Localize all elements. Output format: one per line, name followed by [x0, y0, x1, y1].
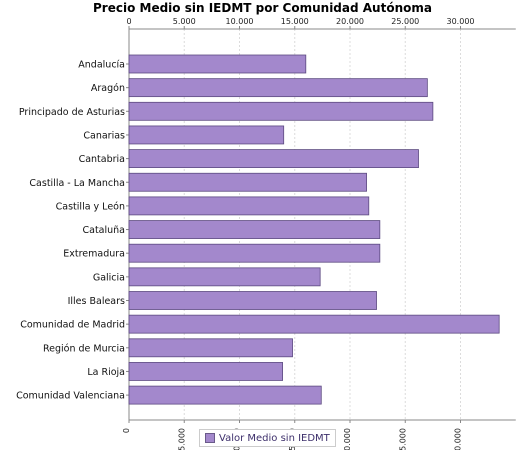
- chart-title: Precio Medio sin IEDMT por Comunidad Aut…: [93, 1, 432, 15]
- category-label: Cataluña: [82, 225, 125, 236]
- bar-4: [128, 149, 419, 169]
- category-label: Illes Balears: [68, 296, 125, 307]
- x-tick-label-top: 30.000: [447, 17, 475, 26]
- x-tick-label-bottom: 0: [122, 428, 131, 433]
- bar-6: [128, 196, 370, 216]
- x-tick-label-bottom: 30.000: [454, 428, 463, 450]
- legend-label: Valor Medio sin IEDMT: [219, 432, 330, 444]
- x-tick-label-top: 20.000: [336, 17, 364, 26]
- x-tick-label-top: 0: [126, 17, 131, 26]
- bar-11: [128, 314, 500, 334]
- category-label: Región de Murcia: [43, 343, 125, 354]
- category-labels: Andalucía Aragón Principado de Asturias Can…: [16, 60, 125, 402]
- bars: [128, 54, 500, 405]
- category-label: Extremadura: [63, 249, 125, 260]
- bar-14: [128, 385, 322, 405]
- x-tick-label-top: 10.000: [226, 17, 254, 26]
- bar-13: [128, 362, 283, 381]
- category-label: Cantabria: [79, 154, 125, 165]
- category-label: La Rioja: [87, 367, 125, 378]
- bar-3: [128, 125, 285, 145]
- category-label: Comunidad de Madrid: [20, 320, 125, 331]
- bar-9: [128, 267, 321, 287]
- bar-12: [128, 338, 293, 358]
- category-label: Castilla - La Mancha: [29, 178, 125, 189]
- category-label: Comunidad Valenciana: [16, 391, 125, 402]
- category-label: Principado de Asturias: [19, 107, 125, 118]
- bar-0: [128, 54, 307, 74]
- x-tick-label-top: 25.000: [391, 17, 419, 26]
- bar-10: [128, 291, 377, 310]
- category-label: Galicia: [93, 272, 125, 283]
- category-label: Castilla y León: [56, 201, 125, 212]
- legend: Valor Medio sin IEDMT: [199, 429, 336, 447]
- category-label: Andalucía: [78, 60, 125, 71]
- x-tick-label-bottom: 25.000: [398, 428, 407, 450]
- x-tick-label-bottom: 5.000: [177, 428, 186, 450]
- bar-5: [128, 172, 367, 192]
- category-label: Aragón: [91, 83, 125, 94]
- x-tick-label-bottom: 20.000: [343, 428, 352, 450]
- x-tick-label-top: 15.000: [281, 17, 309, 26]
- bar-7: [128, 220, 381, 239]
- bar-8: [128, 243, 381, 263]
- x-tick-label-top: 5.000: [173, 17, 196, 26]
- bar-2: [128, 101, 434, 121]
- legend-swatch: [205, 433, 215, 443]
- bar-1: [128, 78, 428, 98]
- category-label: Canarias: [83, 130, 125, 141]
